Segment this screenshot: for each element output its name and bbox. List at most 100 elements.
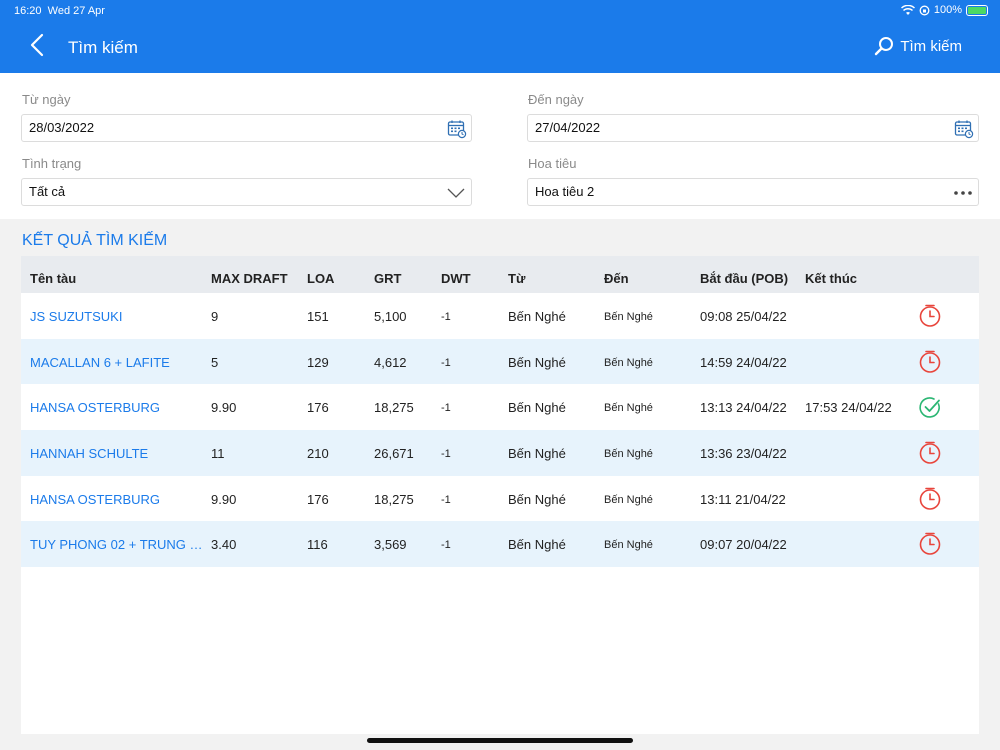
status-time: 16:20 xyxy=(14,5,42,17)
clock-icon xyxy=(918,532,942,559)
filter-panel: Từ ngày 28/03/2022 Đến ngày 27/04/2022 T… xyxy=(0,73,1000,219)
results-table: Tên tàu MAX DRAFT LOA GRT DWT Từ Đến Bắt… xyxy=(21,256,979,734)
clock-icon xyxy=(918,350,942,377)
from-date-value: 28/03/2022 xyxy=(29,120,95,135)
cell-loa: 176 xyxy=(307,491,329,507)
table-row[interactable]: TUY PHONG 02 + TRUNG NAM 013.40 116 3,569 -… xyxy=(21,521,979,568)
wifi-icon xyxy=(900,4,915,15)
calendar-icon[interactable] xyxy=(447,119,467,139)
table-body: JS SUZUTSUKI 9 151 5,100 -1 Bến Nghé Bến Nghé 0… xyxy=(21,293,979,568)
col-header-start-pob: Bắt đầu (POB) xyxy=(700,271,789,286)
cell-to-port: Bến Nghé xyxy=(604,493,653,506)
status-bar-time: 16:20 Wed 27 Apr xyxy=(14,5,105,17)
cell-grt: 18,275 xyxy=(374,400,414,416)
status-date: Wed 27 Apr xyxy=(47,5,105,17)
cell-max-draft: 9.90 xyxy=(211,400,237,416)
page-title: Tìm kiếm xyxy=(68,38,138,57)
from-date-field[interactable]: 28/03/2022 xyxy=(21,114,472,142)
col-header-dwt: DWT xyxy=(441,271,471,286)
cell-ship-name[interactable]: JS SUZUTSUKI xyxy=(30,309,123,324)
col-header-grt: GRT xyxy=(374,271,402,286)
cell-loa: 116 xyxy=(307,537,328,553)
orientation-lock-icon xyxy=(919,5,930,15)
battery-percent: 100% xyxy=(933,4,962,16)
cell-from-port: Bến Nghé xyxy=(508,537,566,553)
cell-start-time: 09:07 20/04/22 xyxy=(700,537,787,553)
cell-from-port: Bến Nghé xyxy=(508,400,566,416)
table-row[interactable]: HANSA OSTERBURG 9.90 176 18,275 -1 Bến Nghé Bế… xyxy=(21,384,979,430)
results-title: KẾT QUẢ TÌM KIẾM xyxy=(22,232,168,249)
table-row[interactable]: JS SUZUTSUKI 9 151 5,100 -1 Bến Nghé Bến Nghé 0… xyxy=(21,293,979,339)
ellipsis-icon[interactable] xyxy=(952,183,974,203)
cell-start-time: 13:13 24/04/22 xyxy=(700,400,787,416)
cell-dwt: -1 xyxy=(441,448,451,461)
cell-from-port: Bến Nghé xyxy=(508,354,566,370)
clock-icon xyxy=(918,304,942,331)
col-header-ship: Tên tàu xyxy=(30,271,77,286)
table-row[interactable]: HANNAH SCHULTE 11 210 26,671 -1 Bến Nghé Bến N… xyxy=(21,430,979,476)
table-header: Tên tàu MAX DRAFT LOA GRT DWT Từ Đến Bắt… xyxy=(21,256,979,293)
cell-max-draft: 11 xyxy=(211,446,225,462)
cell-max-draft: 3.40 xyxy=(211,537,237,553)
cell-start-time: 13:11 21/04/22 xyxy=(700,491,786,507)
cell-start-time: 09:08 25/04/22 xyxy=(700,309,787,324)
to-date-value: 27/04/2022 xyxy=(535,120,601,135)
status-filter-label: Tình trạng xyxy=(22,156,82,171)
cell-to-port: Bến Nghé xyxy=(604,539,653,552)
status-bar-right: 100% xyxy=(900,4,988,16)
cell-ship-name[interactable]: HANSA OSTERBURG xyxy=(30,400,161,416)
cell-max-draft: 9 xyxy=(211,309,219,324)
calendar-icon[interactable] xyxy=(954,119,974,139)
cell-start-time: 13:36 23/04/22 xyxy=(700,446,787,462)
cell-loa: 210 xyxy=(307,446,329,462)
magnifier-icon xyxy=(875,37,894,56)
cell-dwt: -1 xyxy=(441,539,451,552)
cell-to-port: Bến Nghé xyxy=(604,356,653,369)
cell-dwt: -1 xyxy=(441,311,451,323)
col-header-max-draft: MAX DRAFT xyxy=(211,271,288,286)
cell-grt: 26,671 xyxy=(374,446,414,462)
cell-ship-name[interactable]: HANSA OSTERBURG xyxy=(30,491,161,507)
cell-from-port: Bến Nghé xyxy=(508,491,566,507)
home-indicator xyxy=(367,738,633,743)
cell-end-time: 17:53 24/04/22 xyxy=(805,400,892,416)
top-bar: 16:20 Wed 27 Apr 100% Tìm kiếm Tìm kiếm xyxy=(0,0,1000,73)
cell-dwt: -1 xyxy=(441,356,451,369)
cell-ship-name[interactable]: MACALLAN 6 + LAFITE xyxy=(30,354,170,370)
status-select-value: Tất cả xyxy=(29,184,66,199)
search-button-label: Tìm kiếm xyxy=(900,37,962,55)
cell-grt: 18,275 xyxy=(374,491,414,507)
to-date-label: Đến ngày xyxy=(528,92,584,107)
table-row[interactable]: HANSA OSTERBURG 9.90 176 18,275 -1 Bến Nghé Bế… xyxy=(21,476,979,522)
from-date-label: Từ ngày xyxy=(22,92,71,107)
cell-dwt: -1 xyxy=(441,493,451,506)
status-select[interactable]: Tất cả xyxy=(21,178,472,206)
table-row[interactable]: MACALLAN 6 + LAFITE 5 129 4,612 -1 Bến Nghé Bế… xyxy=(21,338,979,385)
cell-from-port: Bến Nghé xyxy=(508,446,566,462)
pilot-filter-label: Hoa tiêu xyxy=(528,156,577,171)
col-header-loa: LOA xyxy=(307,271,335,286)
cell-grt: 3,569 xyxy=(374,537,407,553)
back-button[interactable] xyxy=(26,32,50,58)
check-circle-icon xyxy=(918,395,942,422)
cell-max-draft: 5 xyxy=(211,354,219,370)
cell-dwt: -1 xyxy=(441,402,451,415)
col-header-from: Từ xyxy=(508,271,526,286)
cell-to-port: Bến Nghé xyxy=(604,402,653,415)
search-button[interactable]: Tìm kiếm xyxy=(874,36,962,56)
battery-icon xyxy=(966,4,988,16)
cell-start-time: 14:59 24/04/22 xyxy=(700,354,787,370)
to-date-field[interactable]: 27/04/2022 xyxy=(527,114,979,142)
pilot-select-value: Hoa tiêu 2 xyxy=(535,184,595,199)
pilot-select[interactable]: Hoa tiêu 2 xyxy=(527,178,979,206)
chevron-down-icon xyxy=(447,188,465,198)
cell-ship-name[interactable]: HANNAH SCHULTE xyxy=(30,446,149,462)
cell-to-port: Bến Nghé xyxy=(604,311,653,323)
cell-loa: 176 xyxy=(307,400,329,416)
cell-to-port: Bến Nghé xyxy=(604,448,653,461)
cell-from-port: Bến Nghé xyxy=(508,309,566,324)
cell-ship-name[interactable]: TUY PHONG 02 + TRUNG NAM 01 xyxy=(30,537,208,553)
cell-max-draft: 9.90 xyxy=(211,491,237,507)
col-header-end: Kết thúc xyxy=(805,271,857,286)
col-header-to: Đến xyxy=(604,271,629,286)
